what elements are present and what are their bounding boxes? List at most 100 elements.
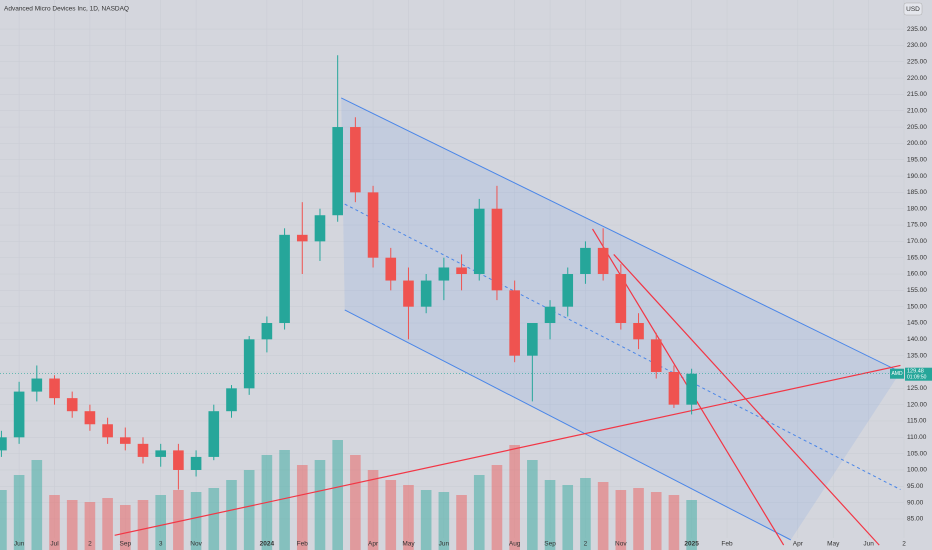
y-tick-label: 105.00 <box>907 450 927 457</box>
candle-body <box>13 391 25 438</box>
candle-body <box>279 234 290 324</box>
volume-bar <box>367 470 379 550</box>
x-tick-label: Jun <box>439 541 450 548</box>
y-tick-label: 155.00 <box>907 287 927 294</box>
volume-bar <box>456 495 467 550</box>
volume-bar <box>403 485 414 550</box>
currency[interactable]: USD <box>906 6 920 13</box>
candle-body <box>173 450 184 470</box>
y-tick-label: 140.00 <box>907 336 927 343</box>
volume-bar <box>66 500 78 550</box>
volume-bar <box>633 488 644 550</box>
candle-body <box>119 437 131 444</box>
volume-bar <box>279 450 290 550</box>
y-tick-label: 190.00 <box>907 173 927 180</box>
currency-box[interactable] <box>903 2 923 16</box>
y-tick-label: 145.00 <box>907 320 927 327</box>
candle-body <box>456 267 467 275</box>
x-tick-label: 2024 <box>260 541 275 548</box>
candle-body <box>438 267 450 281</box>
candle-body <box>633 323 644 340</box>
candle-body <box>544 306 556 324</box>
volume-bar <box>597 482 609 550</box>
symbol-tag <box>890 368 904 379</box>
y-tick-label: 200.00 <box>907 140 927 147</box>
volume-bar <box>49 495 60 550</box>
candle-body <box>208 411 220 457</box>
volume-bar <box>155 495 167 550</box>
volume-bar <box>491 465 503 550</box>
y-tick-label: 170.00 <box>907 238 927 245</box>
y-tick-label: 125.00 <box>907 385 927 392</box>
volume-bar <box>243 470 255 550</box>
candle-body <box>31 378 43 392</box>
volume-bar <box>420 490 432 550</box>
volume-bar <box>562 485 574 550</box>
volume-bar <box>296 465 308 550</box>
volume-bar <box>580 478 591 550</box>
y-tick-label: 135.00 <box>907 352 927 359</box>
x-tick-label: Jun <box>14 541 25 548</box>
y-tick-label: 85.00 <box>907 516 924 523</box>
volume-bar <box>686 500 697 550</box>
y-tick-label: 165.00 <box>907 254 927 261</box>
candle-body <box>491 208 503 291</box>
symbol-label: AMD <box>891 371 903 377</box>
candle-body <box>226 388 237 412</box>
y-tick-label: 220.00 <box>907 75 927 82</box>
x-tick-label: 3 <box>159 541 163 548</box>
y-tick-label: 160.00 <box>907 271 927 278</box>
candle-body <box>261 323 273 340</box>
volume-bar <box>350 455 361 550</box>
y-tick-label: 110.00 <box>907 434 927 441</box>
volume-bar <box>31 460 43 550</box>
candle-body <box>403 280 414 307</box>
y-tick-label: 90.00 <box>907 499 924 506</box>
candle-body <box>84 411 96 425</box>
candle-body <box>615 274 627 324</box>
y-tick-label: 115.00 <box>907 418 927 425</box>
candle-body <box>49 378 60 399</box>
x-tick-label: May <box>402 541 415 548</box>
x-tick-label: 2 <box>902 541 906 548</box>
x-tick-label: Feb <box>721 541 733 548</box>
volume-bar <box>84 502 96 550</box>
y-tick-label: 100.00 <box>907 467 927 474</box>
candle-body <box>190 456 202 470</box>
x-tick-label: May <box>827 541 840 548</box>
volume-bar <box>314 460 326 550</box>
candle-body <box>527 323 538 356</box>
candle-body <box>473 208 485 275</box>
candle-body <box>102 424 113 438</box>
y-tick-label: 235.00 <box>907 26 927 33</box>
volume-bar <box>332 440 343 550</box>
channel-line <box>344 203 901 491</box>
y-tick-label: 180.00 <box>907 205 927 212</box>
trend-line <box>114 364 901 536</box>
candle-body <box>243 339 255 389</box>
y-tick-label: 150.00 <box>907 303 927 310</box>
volume-bar <box>102 498 113 550</box>
y-tick-label: 195.00 <box>907 156 927 163</box>
channel-line <box>340 97 901 373</box>
volume-bar <box>509 445 520 550</box>
candle-body <box>385 257 397 281</box>
candle-body <box>332 127 343 216</box>
y-tick-label: 230.00 <box>907 42 927 49</box>
volume-bar <box>13 475 25 550</box>
candle-body <box>137 443 149 457</box>
channel-line <box>344 309 791 541</box>
volume-bar <box>119 505 131 550</box>
volume-bar <box>650 492 662 550</box>
y-tick-label: 185.00 <box>907 189 927 196</box>
y-tick-label: 215.00 <box>907 91 927 98</box>
volume-bar <box>473 475 485 550</box>
x-tick-label: 2 <box>88 541 92 548</box>
candle-body <box>668 372 680 405</box>
volume-bar <box>527 460 538 550</box>
volume-bar <box>385 480 397 550</box>
y-tick-label: 95.00 <box>907 483 924 490</box>
x-tick-label: Jul <box>50 541 59 548</box>
